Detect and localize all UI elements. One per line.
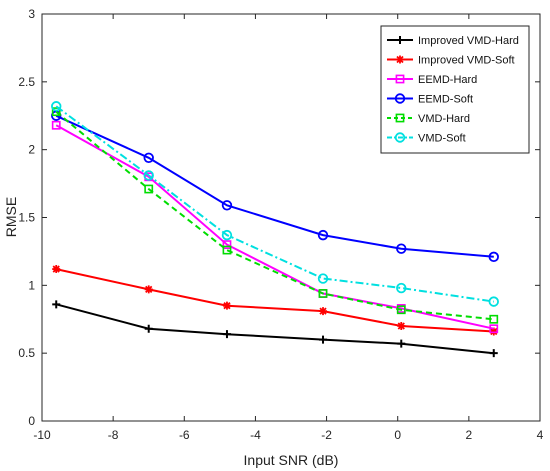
legend-item: Improved VMD-Soft (387, 55, 515, 67)
data-point (489, 349, 498, 358)
data-point (144, 285, 153, 294)
series-line (55, 303, 494, 355)
legend-marker (395, 74, 405, 84)
x-tick-label: -6 (179, 428, 190, 442)
legend-item: EEMD-Hard (387, 74, 477, 86)
data-point (317, 229, 329, 241)
series-line (55, 114, 494, 258)
series-vmd-hard (51, 107, 499, 324)
legend-label: EEMD-Hard (418, 74, 477, 86)
data-point (489, 324, 499, 334)
series-line (55, 268, 494, 333)
x-axis-label: Input SNR (dB) (244, 452, 339, 468)
legend-marker (395, 113, 405, 123)
series-layer (51, 101, 499, 358)
data-point (51, 107, 61, 117)
data-point (488, 251, 499, 263)
data-point (319, 335, 328, 344)
y-tick-label: 0.5 (18, 346, 35, 360)
series-line (55, 110, 494, 321)
legend-box (380, 25, 530, 154)
data-point (51, 101, 62, 112)
legend-label: VMD-Hard (418, 113, 470, 125)
axes-layer: -10 -8 -6 -4 -2 0 2 4 0 0.5 1 1.5 2 2.5 3 (18, 7, 543, 442)
data-point (144, 324, 153, 333)
series-improved-vmd-hard (52, 300, 498, 358)
data-point (489, 327, 498, 336)
legend-label: VMD-Soft (418, 133, 466, 145)
data-point (51, 120, 61, 130)
y-tick-label: 1.5 (18, 211, 35, 225)
series-line (55, 105, 494, 303)
data-point (144, 184, 154, 194)
data-point (222, 245, 232, 255)
data-point (143, 152, 154, 164)
data-point (143, 170, 154, 181)
data-point (221, 200, 233, 211)
data-point (396, 243, 407, 254)
legend-item: Improved VMD-Hard (387, 35, 519, 47)
x-tick-label: 4 (537, 428, 544, 442)
legend-label: Improved VMD-Hard (418, 35, 519, 47)
series-vmd-soft (51, 101, 499, 307)
data-point (396, 282, 407, 294)
data-point (317, 273, 329, 284)
x-tick-label: -10 (33, 428, 51, 442)
y-axis-label: RMSE (3, 197, 19, 237)
data-point (396, 305, 406, 315)
data-point (222, 240, 232, 250)
y-tick-label: 2.5 (18, 75, 35, 89)
legend-label: Improved VMD-Soft (418, 55, 515, 67)
x-tick-label: -4 (250, 428, 261, 442)
data-point (397, 322, 406, 331)
data-point (489, 314, 499, 324)
legend-item: EEMD-Soft (387, 93, 473, 106)
y-tick-label: 0 (28, 414, 35, 428)
legend-marker (396, 55, 404, 64)
x-tick-label: -8 (108, 428, 119, 442)
y-tick-label: 3 (28, 7, 35, 21)
legend-marker (396, 36, 404, 44)
data-point (221, 229, 233, 241)
y-tick-label: 1 (28, 278, 35, 292)
data-point (318, 289, 328, 298)
y-tick-label: 2 (28, 143, 35, 157)
data-point (222, 330, 231, 339)
series-eemd-soft (51, 110, 499, 263)
x-tick-label: -2 (321, 428, 332, 442)
x-tick-label: 0 (394, 428, 401, 442)
legend-item: VMD-Hard (387, 113, 470, 125)
data-point (52, 300, 61, 309)
data-point (397, 339, 406, 348)
data-point (222, 301, 231, 310)
legend-item: VMD-Soft (387, 132, 466, 145)
legend: Improved VMD-Hard Improved VMD-Soft EEMD-H… (380, 25, 530, 154)
x-tick-label: 2 (466, 428, 473, 442)
data-point (52, 265, 61, 274)
data-point (319, 307, 328, 316)
data-point (488, 296, 499, 307)
legend-marker (394, 93, 406, 104)
legend-marker (394, 132, 406, 143)
series-improved-vmd-soft (52, 265, 498, 336)
legend-label: EEMD-Soft (418, 94, 473, 106)
